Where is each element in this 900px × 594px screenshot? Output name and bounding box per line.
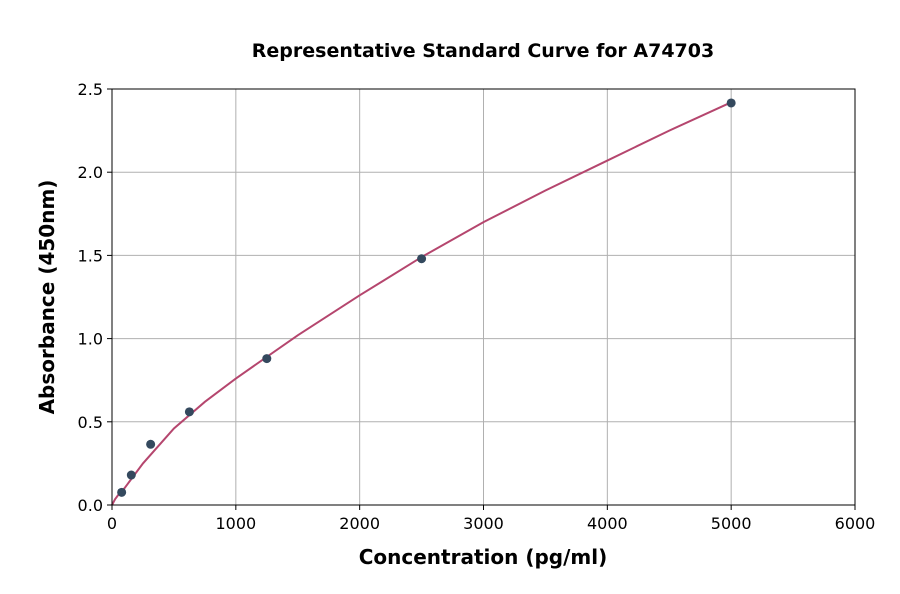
data-point xyxy=(726,98,736,108)
y-tick-label: 2.5 xyxy=(78,80,103,99)
y-tick-label: 1.0 xyxy=(78,330,103,349)
chart-title: Representative Standard Curve for A74703 xyxy=(252,40,714,62)
x-tick-label: 0 xyxy=(107,514,117,533)
x-tick-label: 2000 xyxy=(339,514,380,533)
data-point xyxy=(126,470,136,480)
y-tick-label: 1.5 xyxy=(78,246,103,265)
x-tick-label: 6000 xyxy=(835,514,876,533)
y-tick-label: 0.5 xyxy=(78,413,103,432)
y-tick-label: 0.0 xyxy=(78,496,103,515)
x-tick-label: 3000 xyxy=(463,514,504,533)
data-point xyxy=(184,407,194,417)
data-point xyxy=(417,254,427,264)
x-axis-label: Concentration (pg/ml) xyxy=(359,545,608,569)
y-axis-label: Absorbance (450nm) xyxy=(35,180,59,415)
y-tick-label: 2.0 xyxy=(78,163,103,182)
x-tick-label: 4000 xyxy=(587,514,628,533)
data-point xyxy=(262,354,272,364)
data-point xyxy=(146,439,156,449)
data-point xyxy=(117,487,127,497)
x-tick-label: 1000 xyxy=(215,514,256,533)
fit-curve xyxy=(111,101,732,506)
x-tick-label: 5000 xyxy=(711,514,752,533)
